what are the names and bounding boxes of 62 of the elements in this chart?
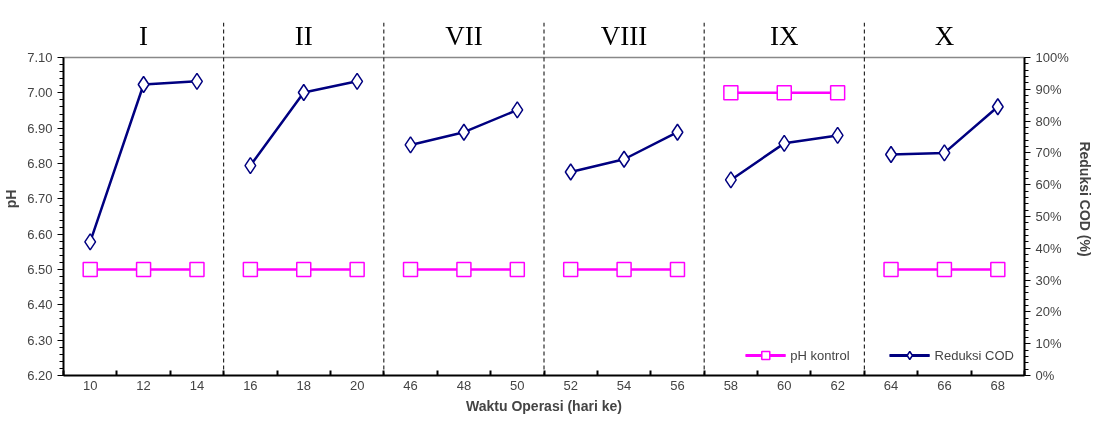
y2-tick-label: 0% bbox=[1035, 368, 1055, 383]
y2-tick-label: 90% bbox=[1035, 81, 1062, 97]
point bbox=[671, 123, 684, 141]
x-tick-label: 68 bbox=[990, 377, 1006, 393]
x-tick-label: 20 bbox=[349, 377, 365, 393]
x-tick-label: 54 bbox=[616, 377, 632, 393]
y2-tick-label: 20% bbox=[1035, 304, 1062, 320]
point bbox=[938, 144, 951, 162]
point bbox=[404, 136, 417, 154]
point bbox=[564, 163, 577, 181]
point bbox=[511, 101, 524, 119]
text: VII bbox=[445, 21, 483, 52]
y-tick-label: 6.20 bbox=[27, 368, 53, 383]
x-tick-label: 64 bbox=[883, 377, 899, 393]
y-tick-label: 6.50 bbox=[27, 261, 53, 277]
x-tick-label: 16 bbox=[243, 377, 258, 393]
point bbox=[618, 150, 631, 168]
x-tick-label: 18 bbox=[296, 377, 311, 393]
y2-tick-label: 80% bbox=[1035, 113, 1062, 129]
y-tick-label: 6.40 bbox=[27, 297, 53, 313]
point bbox=[724, 171, 737, 189]
x-tick-label: 58 bbox=[723, 377, 739, 393]
point bbox=[190, 72, 204, 91]
text: II bbox=[294, 21, 313, 52]
x-tick-label: 60 bbox=[777, 377, 792, 393]
y-axis-title: pH bbox=[3, 189, 20, 209]
x-tick-label: 14 bbox=[189, 377, 205, 393]
point bbox=[884, 145, 898, 164]
point bbox=[991, 98, 1004, 116]
point bbox=[457, 123, 470, 141]
text: IX bbox=[770, 21, 799, 52]
point bbox=[84, 233, 97, 251]
x-tick-label: 50 bbox=[510, 377, 525, 393]
x-axis-title: Waktu Operasi (hari ke) bbox=[466, 397, 622, 414]
y2-tick-label: 30% bbox=[1035, 272, 1062, 288]
x-tick-label: 10 bbox=[82, 377, 98, 393]
y2-tick-label: 100% bbox=[1035, 49, 1070, 65]
x-tick-label: 48 bbox=[456, 377, 472, 393]
text: VIII bbox=[600, 21, 648, 52]
y-tick-label: 6.90 bbox=[27, 120, 53, 136]
text: I bbox=[139, 21, 149, 52]
x-tick-label: 56 bbox=[670, 377, 685, 393]
x-tick-label: 52 bbox=[563, 377, 578, 393]
legend-label: Reduksi COD bbox=[934, 347, 1014, 363]
x-tick-label: 12 bbox=[136, 377, 151, 393]
y-tick-label: 6.80 bbox=[27, 155, 53, 171]
x-tick-label: 66 bbox=[937, 377, 952, 393]
y-tick-label: 7.10 bbox=[27, 49, 53, 65]
y2-axis-title: Reduksi COD (%) bbox=[1076, 141, 1093, 257]
text: X bbox=[934, 21, 955, 52]
x-tick-label: 46 bbox=[403, 377, 418, 393]
y2-tick-label: 40% bbox=[1035, 240, 1062, 256]
y-tick-label: 6.30 bbox=[27, 332, 53, 348]
legend-label: pH kontrol bbox=[790, 347, 850, 363]
x-tick-label: 62 bbox=[830, 377, 845, 393]
y-tick-label: 6.70 bbox=[27, 191, 53, 207]
y-tick-label: 7.00 bbox=[27, 85, 53, 101]
y2-tick-label: 50% bbox=[1035, 208, 1062, 224]
y2-tick-label: 10% bbox=[1035, 336, 1062, 352]
y2-tick-label: 70% bbox=[1035, 145, 1062, 161]
y2-tick-label: 60% bbox=[1035, 177, 1062, 193]
y-tick-label: 6.60 bbox=[27, 226, 53, 242]
